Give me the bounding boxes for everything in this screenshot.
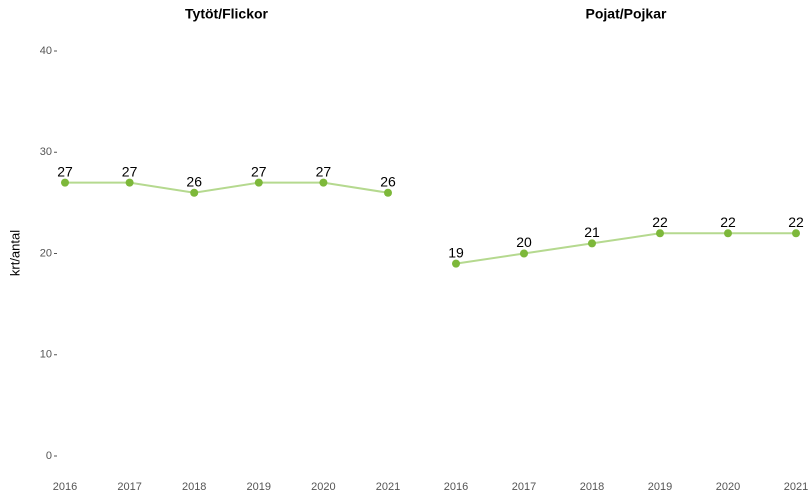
point [190, 188, 199, 197]
panel-title: Pojat/Pojkar [586, 6, 667, 22]
value-label: 21 [584, 224, 600, 240]
y-tick-label: 30 [40, 146, 52, 158]
x-tick-label: 2017 [512, 481, 536, 493]
x-tick-label: 2021 [376, 481, 400, 493]
value-label: 27 [316, 163, 332, 179]
value-label: 26 [380, 173, 396, 189]
x-tick-label: 2016 [444, 481, 468, 493]
point [792, 229, 800, 238]
x-tick-label: 2020 [716, 481, 740, 493]
line [65, 181, 389, 194]
x-tick-label: 2020 [311, 481, 335, 493]
point [452, 259, 460, 268]
x-tick-label: 2017 [117, 481, 141, 493]
point [319, 178, 328, 187]
value-label: 27 [57, 163, 73, 179]
line [455, 232, 796, 265]
value-label: 27 [122, 163, 138, 179]
point [61, 178, 69, 187]
point [520, 249, 528, 258]
y-tick-label: 10 [40, 349, 52, 361]
point [384, 188, 392, 197]
value-label: 19 [448, 244, 464, 260]
value-label: 27 [251, 163, 267, 179]
value-label: 20 [516, 234, 532, 250]
value-label: 22 [652, 214, 668, 230]
y-tick-label: 40 [40, 45, 52, 57]
value-label: 26 [186, 173, 202, 189]
panel-title: Tytöt/Flickor [185, 6, 269, 22]
y-tick-label: 0 [46, 450, 52, 462]
point [588, 239, 596, 248]
y-tick-label: 20 [40, 247, 52, 259]
point [125, 178, 134, 187]
x-tick-label: 2018 [182, 481, 206, 493]
point [656, 229, 664, 238]
x-tick-label: 2018 [580, 481, 604, 493]
x-tick-label: 2021 [784, 481, 808, 493]
y-axis-label: krt/antal [7, 230, 22, 276]
x-tick-label: 2019 [648, 481, 672, 493]
x-tick-label: 2019 [247, 481, 271, 493]
point [724, 229, 732, 238]
value-label: 22 [788, 214, 804, 230]
x-tick-label: 2016 [53, 481, 77, 493]
value-label: 22 [720, 214, 736, 230]
point [254, 178, 263, 187]
